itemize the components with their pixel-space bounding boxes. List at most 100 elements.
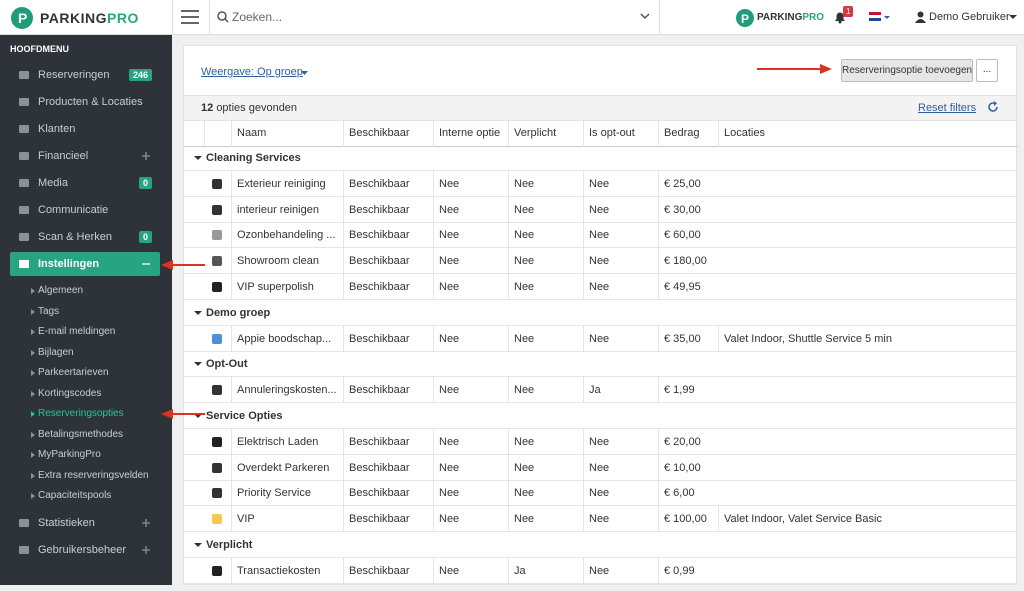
- table-row[interactable]: Showroom clean Beschikbaar Nee Nee Nee € 180,…: [184, 248, 1018, 275]
- column-header[interactable]: Beschikbaar: [343, 121, 433, 147]
- menu-toggle[interactable]: [180, 9, 200, 25]
- table-cell: Showroom clean: [231, 248, 343, 275]
- menu-item[interactable]: Producten & Locaties: [10, 90, 160, 114]
- table-row[interactable]: Appie boodschap... Beschikbaar Nee Nee Nee € …: [184, 325, 1018, 352]
- add-button[interactable]: Reserveringsoptie toevoegen: [841, 59, 973, 82]
- table-cell: € 35,00: [658, 325, 718, 352]
- group-row[interactable]: Demo groep: [184, 300, 1018, 326]
- menu-item[interactable]: Gebruikersbeheer: [10, 538, 160, 562]
- submenu-item[interactable]: Tags: [38, 305, 60, 317]
- table-cell: Nee: [508, 454, 583, 481]
- search-icon: [217, 11, 229, 23]
- group-caret: [194, 310, 202, 315]
- submenu-item[interactable]: Extra reserveringsvelden: [38, 469, 149, 481]
- column-header[interactable]: Bedrag: [658, 121, 718, 147]
- reset-filters[interactable]: Reset filters: [918, 102, 977, 114]
- submenu-item[interactable]: Kortingscodes: [38, 387, 102, 399]
- column-header[interactable]: Is opt-out: [583, 121, 658, 147]
- menu-item[interactable]: Media 0: [10, 171, 160, 195]
- group-row[interactable]: Opt-Out: [184, 351, 1018, 378]
- submenu-item[interactable]: Bijlagen: [38, 346, 74, 358]
- table-cell: Nee: [433, 454, 508, 481]
- group-row[interactable]: Cleaning Services: [184, 145, 1018, 171]
- option-icon: [204, 506, 231, 532]
- icon: [212, 436, 222, 447]
- submenu-caret: [31, 329, 35, 335]
- table-cell: Nee: [508, 506, 583, 533]
- table-cell: € 1,99: [658, 377, 718, 404]
- table-cell: Nee: [508, 325, 583, 352]
- bell-icon[interactable]: [833, 10, 847, 24]
- submenu-item[interactable]: Capaciteitspools: [38, 490, 112, 501]
- table-cell: € 0,99: [658, 557, 718, 584]
- submenu-item[interactable]: Algemeen: [38, 285, 84, 296]
- table-row[interactable]: Exterieur reiniging Beschikbaar Nee Nee Nee €…: [184, 170, 1018, 197]
- submenu-caret: [31, 349, 35, 356]
- submenu-item[interactable]: Reserveringsopties: [38, 408, 124, 419]
- column-header[interactable]: Interne optie: [433, 121, 508, 147]
- table-row[interactable]: VIP Beschikbaar Nee Nee Nee € 100,00 Valet Ind…: [184, 506, 1018, 533]
- table-cell: € 30,00: [658, 196, 718, 223]
- menu-icon: [19, 260, 29, 268]
- column-header: [204, 121, 231, 147]
- table-cell: Appie boodschap...: [231, 325, 343, 352]
- submenu-item[interactable]: E-mail meldingen: [38, 326, 116, 337]
- group-row[interactable]: Verplicht: [184, 532, 1018, 558]
- table-cell: Nee: [583, 454, 658, 481]
- group-caret: [194, 362, 202, 367]
- menu-item[interactable]: Financieel: [10, 144, 160, 168]
- view-caret: [301, 71, 308, 75]
- menu-item[interactable]: Statistieken: [10, 511, 160, 535]
- menu-badge: 0: [138, 231, 152, 243]
- table-cell: € 6,00: [658, 480, 718, 507]
- column-header[interactable]: Locaties: [718, 121, 1018, 147]
- table-cell: Nee: [583, 196, 658, 223]
- search-input[interactable]: Zoeken...: [232, 10, 283, 24]
- menu-icon: [19, 179, 29, 187]
- table-cell: Beschikbaar: [343, 557, 433, 584]
- menu-item[interactable]: Reserveringen 246: [10, 63, 160, 87]
- more-button[interactable]: ...: [976, 59, 998, 82]
- search-dropdown[interactable]: [640, 13, 650, 21]
- table-row[interactable]: Annuleringskosten... Beschikbaar Nee Nee Ja €…: [184, 377, 1018, 404]
- option-icon: [204, 197, 231, 223]
- icon: [212, 256, 222, 267]
- submenu-item[interactable]: MyParkingPro: [38, 449, 101, 460]
- table-row[interactable]: interieur reinigen Beschikbaar Nee Nee Nee € …: [184, 196, 1018, 223]
- submenu-caret: [31, 452, 35, 458]
- table-row[interactable]: Transactiekosten Beschikbaar Nee Ja Nee € 0,9…: [184, 557, 1018, 584]
- logo-text: PARKINGPRO: [40, 10, 139, 26]
- menu-item[interactable]: Klanten: [10, 117, 160, 141]
- submenu-item[interactable]: Betalingsmethodes: [38, 428, 124, 440]
- group-caret: [194, 543, 202, 547]
- submenu-item[interactable]: Parkeertarieven: [38, 367, 109, 378]
- menu-icon: [19, 71, 29, 79]
- table-cell: € 180,00: [658, 248, 718, 275]
- refresh-icon[interactable]: [987, 101, 999, 113]
- menu-item[interactable]: Scan & Herken 0: [10, 225, 160, 249]
- column-header[interactable]: Verplicht: [508, 121, 583, 147]
- table-row[interactable]: Elektrisch Laden Beschikbaar Nee Nee Nee € 20…: [184, 428, 1018, 455]
- submenu-caret: [31, 390, 35, 397]
- result-count: 12 opties gevonden: [201, 102, 297, 114]
- group-row[interactable]: Service Opties: [184, 403, 1018, 429]
- table-cell: Nee: [583, 428, 658, 455]
- table-row[interactable]: VIP superpolish Beschikbaar Nee Nee Nee € 49,…: [184, 274, 1018, 300]
- divider: [172, 0, 173, 35]
- menu-item[interactable]: Communicatie: [10, 198, 160, 222]
- language-flag[interactable]: [869, 12, 893, 22]
- menu-icon: [19, 98, 29, 106]
- table-cell: Nee: [433, 377, 508, 404]
- table-row[interactable]: Priority Service Beschikbaar Nee Nee Nee € 6,…: [184, 480, 1018, 507]
- view-selector[interactable]: Weergave: Op groep: [201, 66, 303, 78]
- user-menu[interactable]: Demo Gebruiker: [929, 11, 1010, 23]
- menu-item[interactable]: Instellingen: [10, 252, 160, 276]
- expand-icon: [142, 546, 150, 554]
- column-header[interactable]: Naam: [231, 121, 343, 147]
- table-cell: Beschikbaar: [343, 377, 433, 404]
- table-row[interactable]: Overdekt Parkeren Beschikbaar Nee Nee Nee € 1…: [184, 454, 1018, 481]
- icon: [212, 333, 222, 344]
- table-row[interactable]: Ozonbehandeling ... Beschikbaar Nee Nee Nee €…: [184, 222, 1018, 249]
- logo-part: PRO: [107, 10, 139, 26]
- group-name: Opt-Out: [206, 358, 248, 371]
